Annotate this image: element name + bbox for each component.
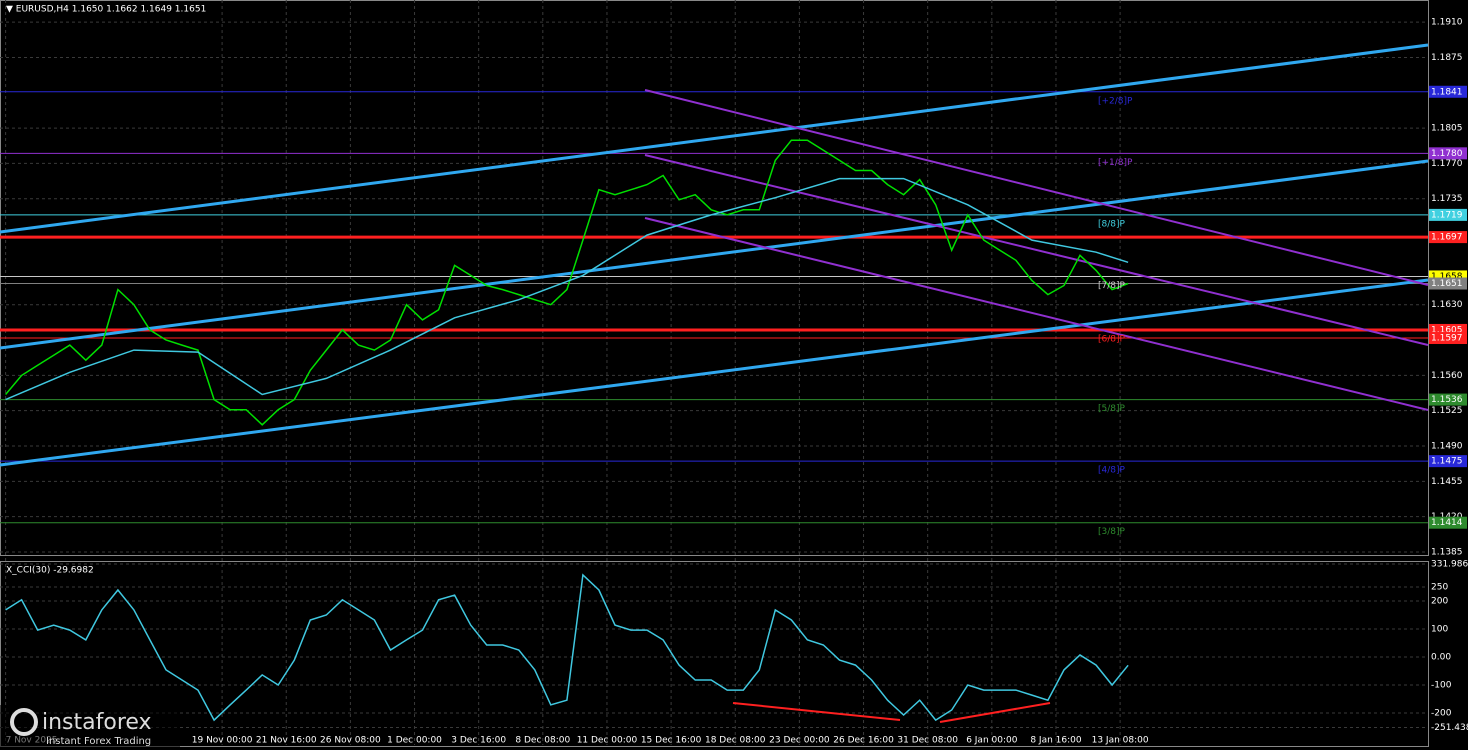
symbol-header: ▼ EURUSD,H4 1.1650 1.1662 1.1649 1.1651 bbox=[6, 5, 206, 15]
price-tag-label: 1.1597 bbox=[1431, 334, 1463, 344]
x-tick-label: 23 Dec 00:00 bbox=[769, 736, 830, 746]
price-tag bbox=[1429, 231, 1467, 244]
price-tag-label: 1.1658 bbox=[1431, 272, 1463, 282]
level-label: [+1/8]P bbox=[1098, 158, 1133, 168]
x-tick-label: 15 Dec 16:00 bbox=[641, 736, 702, 746]
y-tick-label: -251.438 bbox=[1431, 723, 1468, 733]
logo-name: instaforex bbox=[42, 710, 152, 735]
indicator-title: X_CCI(30) -29.6982 bbox=[6, 566, 94, 576]
price-tag bbox=[1429, 85, 1467, 98]
level-label: [4/8]P bbox=[1098, 466, 1126, 476]
plots bbox=[5, 139, 1129, 722]
price-tag bbox=[1429, 208, 1467, 221]
divergence-line bbox=[939, 702, 1051, 723]
y-tick-label: 200 bbox=[1431, 596, 1448, 606]
y-tick-label: 1.1910 bbox=[1431, 18, 1463, 28]
price-tag bbox=[1429, 455, 1467, 468]
channel-line bbox=[644, 89, 1429, 286]
price-tag-label: 1.1697 bbox=[1431, 233, 1463, 243]
price-tag-label: 1.1651 bbox=[1431, 279, 1463, 289]
logo: instaforex Instant Forex Trading bbox=[0, 705, 180, 750]
divergence-line bbox=[732, 702, 901, 721]
price-tag-label: 1.1414 bbox=[1431, 518, 1463, 528]
y-tick-label: 1.1630 bbox=[1431, 300, 1463, 310]
x-tick-label: 21 Nov 16:00 bbox=[256, 736, 317, 746]
level-label: [5/8]P bbox=[1098, 404, 1126, 414]
channel-line bbox=[644, 217, 1429, 411]
price-tag bbox=[1429, 147, 1467, 160]
labels: 1.1910 1.1875 1.1805 1.1770 1.1735 1.1630 1.15… bbox=[6, 18, 1468, 746]
channel-line bbox=[0, 43, 1429, 234]
x-tick-label: 19 Nov 00:00 bbox=[192, 736, 253, 746]
x-tick-label: 26 Dec 16:00 bbox=[833, 736, 894, 746]
channel-line bbox=[0, 159, 1429, 350]
x-tick-label: 31 Dec 08:00 bbox=[897, 736, 958, 746]
channel-line bbox=[644, 154, 1429, 346]
price-tag-label: 1.1780 bbox=[1431, 149, 1463, 159]
y-tick-label: 1.1770 bbox=[1431, 159, 1463, 169]
x-tick-label: 6 Jan 00:00 bbox=[966, 736, 1018, 746]
logo-tagline: Instant Forex Trading bbox=[46, 736, 151, 747]
levels bbox=[0, 91, 1428, 524]
channel-line bbox=[0, 278, 1429, 467]
x-tick-label: 11 Dec 00:00 bbox=[577, 736, 638, 746]
level-label: [8/8]P bbox=[1098, 219, 1126, 229]
price-line bbox=[5, 139, 1129, 426]
x-tick-label: 18 Dec 08:00 bbox=[705, 736, 766, 746]
x-tick-label: 8 Jan 16:00 bbox=[1030, 736, 1082, 746]
y-tick-label: 1.1490 bbox=[1431, 442, 1463, 452]
y-tick-label: 1.1525 bbox=[1431, 406, 1463, 416]
y-tick-label: 1.1735 bbox=[1431, 194, 1463, 204]
y-tick-label: 331.986 bbox=[1431, 559, 1468, 569]
y-tick-label: 0.00 bbox=[1431, 653, 1451, 663]
price-line bbox=[5, 573, 1129, 722]
price-tag-label: 1.1605 bbox=[1431, 325, 1463, 335]
y-tick-label: 1.1875 bbox=[1431, 53, 1463, 63]
y-tick-label: 1.1560 bbox=[1431, 371, 1463, 381]
y-tick-label: 1.1455 bbox=[1431, 477, 1463, 487]
level-label: [7/8]P bbox=[1098, 281, 1126, 291]
level-label: [+2/8]P bbox=[1098, 96, 1133, 106]
divergence bbox=[732, 702, 1051, 723]
y-tick-label: -100 bbox=[1431, 681, 1452, 691]
price-tag bbox=[1429, 277, 1467, 290]
x-tick-label: 3 Dec 16:00 bbox=[451, 736, 506, 746]
price-tag-label: 1.1719 bbox=[1431, 210, 1463, 220]
y-tick-label: 250 bbox=[1431, 582, 1448, 592]
x-tick-label: 8 Dec 08:00 bbox=[515, 736, 570, 746]
y-tick-label: -200 bbox=[1431, 709, 1452, 719]
price-tag bbox=[1429, 332, 1467, 345]
price-tag-label: 1.1841 bbox=[1431, 87, 1463, 97]
y-tick-label: 100 bbox=[1431, 624, 1448, 634]
y-tick-label: 1.1805 bbox=[1431, 124, 1463, 134]
grid bbox=[0, 0, 1428, 745]
price-tag bbox=[1429, 393, 1467, 406]
x-tick-label: 13 Jan 08:00 bbox=[1092, 736, 1149, 746]
x-tick-label: 26 Nov 08:00 bbox=[320, 736, 381, 746]
price-tag bbox=[1429, 516, 1467, 529]
trend-lines bbox=[644, 89, 1429, 411]
y-tick-label: 1.1385 bbox=[1431, 547, 1463, 557]
cci-frame bbox=[0, 561, 1429, 747]
logo-icon bbox=[10, 708, 38, 736]
level-label: [6/8]P bbox=[1098, 334, 1126, 344]
level-label: [3/8]P bbox=[1098, 527, 1126, 537]
x-tick-label: 1 Dec 00:00 bbox=[387, 736, 442, 746]
main-frame bbox=[0, 0, 1429, 556]
trend-lines bbox=[0, 43, 1429, 467]
price-tag-label: 1.1475 bbox=[1431, 457, 1463, 467]
indicator-line bbox=[5, 177, 1129, 401]
price-tag-label: 1.1536 bbox=[1431, 395, 1463, 405]
